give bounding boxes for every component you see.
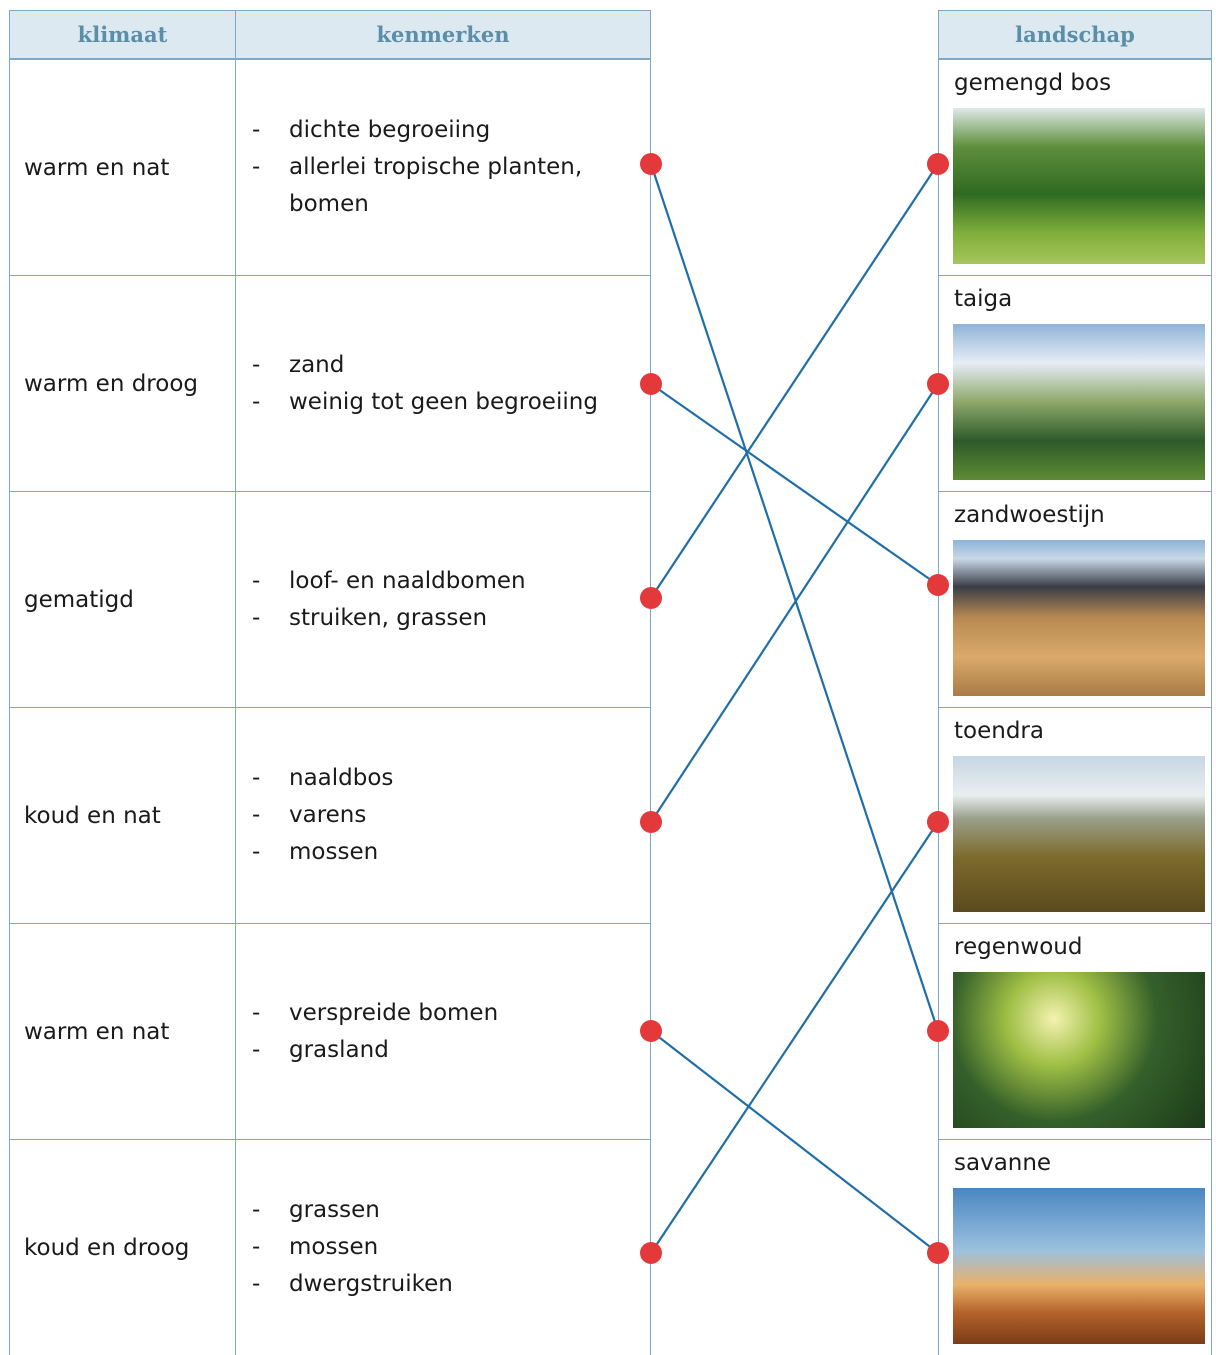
dot bbox=[927, 373, 949, 395]
dot bbox=[640, 587, 662, 609]
landscape-photo bbox=[953, 324, 1205, 480]
feature-item: struiken, grassen bbox=[252, 600, 609, 637]
feature-item: dichte begroeiing bbox=[252, 112, 609, 149]
feature-list: zandweinig tot geen begroeiing bbox=[236, 347, 609, 421]
landscape-label: toendra bbox=[954, 718, 1044, 744]
landscape-photo bbox=[953, 108, 1205, 264]
feature-list: verspreide bomengrasland bbox=[236, 995, 609, 1069]
landscape-label: taiga bbox=[954, 286, 1013, 312]
feature-item: varens bbox=[252, 797, 609, 834]
dot bbox=[640, 811, 662, 833]
dot bbox=[927, 1242, 949, 1264]
link-line bbox=[650, 1030, 939, 1254]
feature-list: naaldbosvarensmossen bbox=[236, 760, 609, 871]
feature-item: zand bbox=[252, 347, 609, 384]
features-cell: grassenmossendwergstruiken bbox=[235, 1139, 651, 1355]
dot bbox=[927, 153, 949, 175]
link-line bbox=[650, 821, 939, 1254]
feature-item: verspreide bomen bbox=[252, 995, 609, 1032]
landscape-photo bbox=[953, 1188, 1205, 1344]
landscape-cell: gemengd bos bbox=[938, 59, 1212, 275]
feature-item: mossen bbox=[252, 834, 609, 871]
features-cell: loof- en naaldbomenstruiken, grassen bbox=[235, 491, 651, 707]
feature-item: grassen bbox=[252, 1192, 609, 1229]
link-line bbox=[649, 163, 940, 1032]
landscape-label: savanne bbox=[954, 1150, 1052, 1176]
column-header: klimaat bbox=[9, 10, 236, 59]
dot bbox=[927, 574, 949, 596]
landscape-cell: zandwoestijn bbox=[938, 491, 1212, 707]
column-header: kenmerken bbox=[235, 10, 651, 59]
landscape-cell: taiga bbox=[938, 275, 1212, 491]
feature-item: dwergstruiken bbox=[252, 1266, 609, 1303]
dot bbox=[640, 373, 662, 395]
feature-item: grasland bbox=[252, 1032, 609, 1069]
features-cell: verspreide bomengrasland bbox=[235, 923, 651, 1139]
feature-item: weinig tot geen begroeiing bbox=[252, 384, 609, 421]
link-line bbox=[650, 163, 939, 599]
landscape-photo bbox=[953, 756, 1205, 912]
landscape-photo bbox=[953, 540, 1205, 696]
link-line bbox=[650, 383, 939, 586]
dot bbox=[640, 1020, 662, 1042]
feature-list: loof- en naaldbomenstruiken, grassen bbox=[236, 563, 609, 637]
climate-cell: warm en droog bbox=[9, 275, 235, 491]
column-header: landschap bbox=[938, 10, 1212, 59]
landscape-label: zandwoestijn bbox=[954, 502, 1105, 528]
features-cell: zandweinig tot geen begroeiing bbox=[235, 275, 651, 491]
feature-item: loof- en naaldbomen bbox=[252, 563, 609, 600]
feature-item: allerlei tropische planten, bomen bbox=[252, 149, 609, 223]
landscape-cell: toendra bbox=[938, 707, 1212, 923]
climate-cell: gematigd bbox=[9, 491, 235, 707]
feature-list: dichte begroeiingallerlei tropische plan… bbox=[236, 112, 609, 223]
link-line bbox=[650, 383, 939, 823]
climate-cell: warm en nat bbox=[9, 923, 235, 1139]
landscape-label: gemengd bos bbox=[954, 70, 1112, 96]
feature-item: naaldbos bbox=[252, 760, 609, 797]
feature-item: mossen bbox=[252, 1229, 609, 1266]
dot bbox=[640, 153, 662, 175]
dot bbox=[927, 811, 949, 833]
feature-list: grassenmossendwergstruiken bbox=[236, 1192, 609, 1303]
landscape-photo bbox=[953, 972, 1205, 1128]
landscape-cell: regenwoud bbox=[938, 923, 1212, 1139]
climate-cell: koud en nat bbox=[9, 707, 235, 923]
climate-cell: koud en droog bbox=[9, 1139, 235, 1355]
landscape-label: regenwoud bbox=[954, 934, 1083, 960]
landscape-cell: savanne bbox=[938, 1139, 1212, 1355]
dot bbox=[927, 1020, 949, 1042]
dot bbox=[640, 1242, 662, 1264]
climate-cell: warm en nat bbox=[9, 59, 235, 275]
